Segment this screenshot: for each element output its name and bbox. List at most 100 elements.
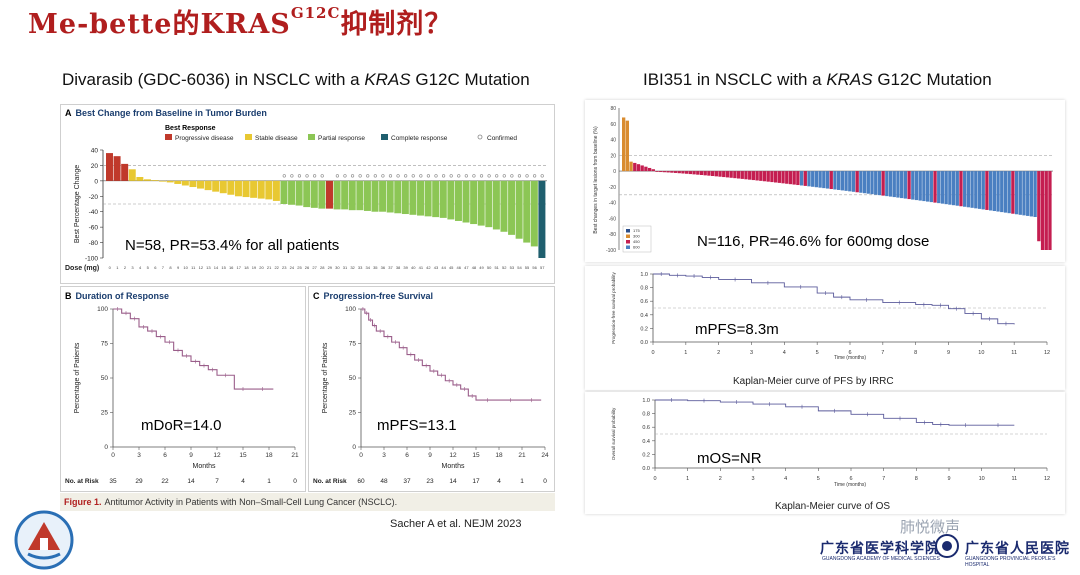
x-tick-label: 9 (428, 452, 432, 459)
at-risk-value: 0 (293, 478, 297, 485)
dose-tick-label: 34 (365, 265, 370, 270)
confirmed-marker (457, 174, 461, 178)
y-tick-label: 40 (610, 138, 616, 144)
x-tick-label: 24 (541, 452, 549, 459)
x-tick-label: 21 (291, 452, 299, 459)
x-tick-label: 4 (783, 350, 786, 356)
x-tick-label: 10 (979, 476, 985, 482)
bar (204, 180, 212, 191)
confirmed-marker (373, 174, 377, 178)
y-tick-label: 1.0 (642, 398, 650, 404)
dose-tick-label: 45 (449, 265, 454, 270)
bar (699, 171, 704, 176)
bar (128, 169, 136, 181)
y-tick-label: 50 (101, 375, 109, 382)
bar (922, 171, 926, 202)
confirmed-marker (510, 174, 514, 178)
bar (974, 171, 978, 209)
x-tick-label: 0 (359, 452, 363, 459)
legend-label: Partial response (318, 135, 365, 142)
confirmed-marker (350, 174, 355, 178)
km-curve (361, 308, 542, 401)
dose-tick-label: 2 (124, 265, 127, 270)
panel-a-title: A Best Change from Baseline in Tumor Burd… (65, 108, 267, 118)
footer-brand-right: 广东省人民医院 (965, 541, 1070, 557)
bar (970, 171, 974, 208)
figure-caption: Figure 1. Antitumor Activity in Patients … (60, 493, 555, 511)
bar (914, 171, 919, 201)
bar (625, 120, 630, 172)
bar (696, 171, 700, 175)
bar (1040, 171, 1045, 250)
at-risk-value: 1 (267, 478, 271, 485)
bar (424, 180, 432, 217)
x-tick-label: 9 (947, 350, 950, 356)
bar (911, 171, 915, 200)
y-tick-label: 0.6 (640, 299, 648, 305)
x-tick-label: 5 (816, 350, 819, 356)
confirmed-marker (381, 174, 385, 178)
legend-title: Best Response (165, 125, 216, 132)
confirmed-marker (533, 174, 537, 178)
confirmed-marker (502, 174, 506, 178)
legend-label: Progressive disease (175, 135, 234, 142)
bar (859, 171, 863, 193)
bar (829, 171, 833, 190)
dose-tick-label: 46 (457, 265, 462, 270)
bar (918, 171, 922, 201)
panel-a-letter: A (65, 108, 72, 118)
bar (718, 171, 722, 177)
at-risk-value: 4 (497, 478, 501, 485)
x-tick-label: 12 (1044, 350, 1050, 356)
dose-tick-label: 50 (487, 265, 492, 270)
at-risk-value: 48 (380, 478, 388, 485)
citation: Sacher A et al. NEJM 2023 (390, 518, 522, 530)
pfs-caption: Kaplan-Meier curve of PFS by IRRC (733, 376, 894, 387)
km-chart-os-ibi351: 0 1 2 3 4 5 6 7 8 9 10 11 120.00.20.40.60.81.0Overal… (611, 398, 1050, 488)
bar (811, 171, 815, 187)
bar (837, 171, 841, 190)
x-tick-label: 0 (111, 452, 115, 459)
bar (500, 180, 508, 232)
dose-tick-label: 4 (139, 265, 142, 270)
bar (929, 171, 933, 203)
dose-tick-label: 37 (388, 265, 393, 270)
bar (822, 171, 826, 189)
bar (295, 180, 303, 206)
y-tick-label: -60 (609, 216, 616, 222)
panel-a-title-text: Best Change from Baseline in Tumor Burde… (75, 108, 267, 118)
legend-swatch (381, 134, 388, 140)
panel-c-title: C Progression-free Survival (313, 291, 433, 301)
bar (925, 171, 930, 202)
bar (1003, 171, 1008, 213)
km-chart-pfs-divarasib: 0 3 6 9 12 15 18 21 24 0 25 50 75 100 Percentage of Pa… (313, 306, 549, 485)
dose-tick-label: 56 (532, 265, 537, 270)
bar (773, 171, 778, 183)
bar (848, 171, 852, 192)
bar (944, 171, 948, 205)
panel-ibi-pfs: 0 1 2 3 4 5 6 7 8 9 10 11 12 0.0 0.2 0.4 0.6 0.8 1.0 Progre… (585, 266, 1065, 390)
bar (143, 179, 151, 181)
y-tick-label: 25 (349, 410, 357, 417)
x-tick-label: 8 (914, 350, 917, 356)
footer-brand-left: 广东省医学科学院 (820, 541, 940, 557)
x-tick-label: 10 (978, 350, 984, 356)
bar (174, 180, 182, 184)
at-risk-value: 7 (215, 478, 219, 485)
bar (356, 180, 364, 211)
y-tick-label: 0.4 (642, 439, 650, 445)
bar (744, 171, 748, 180)
bar (681, 171, 685, 174)
x-tick-label: 6 (849, 476, 852, 482)
panel-a: A Best Change from Baseline in Tumor Burd… (60, 104, 555, 284)
bar (740, 171, 744, 179)
dose-tick-label: 44 (441, 265, 446, 270)
confirmed-marker (426, 174, 431, 178)
y-tick-label: 0.6 (642, 425, 650, 431)
dose-tick-label: 54 (517, 265, 522, 270)
confirmed-marker (540, 174, 544, 178)
confirmed-marker (313, 174, 317, 178)
y-tick-label: 0.0 (642, 466, 650, 472)
bar (181, 180, 189, 186)
at-risk-value: 23 (426, 478, 434, 485)
